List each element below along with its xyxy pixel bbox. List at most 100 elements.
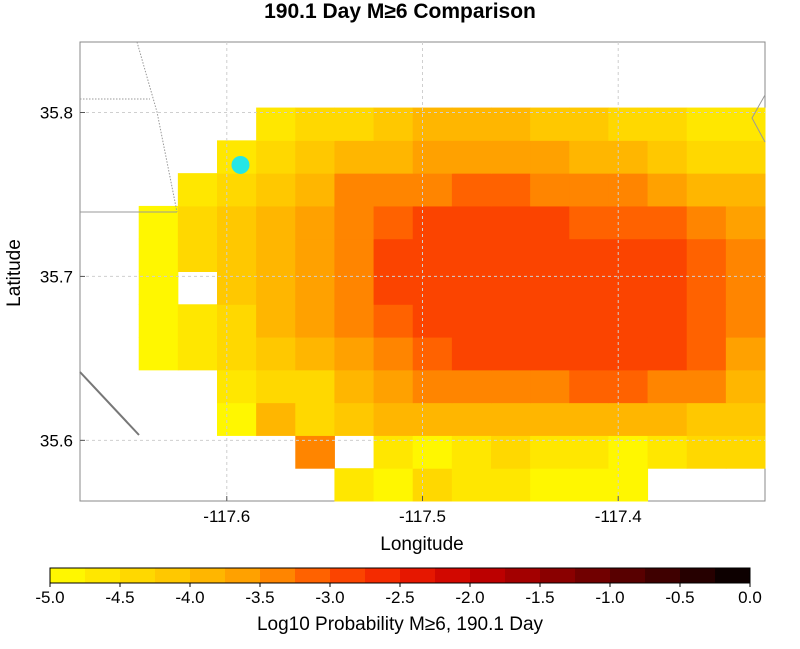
y-tick-label: 35.7 [40, 267, 73, 286]
colorbar-segment [190, 568, 226, 583]
heatmap-cell [412, 271, 453, 305]
boundary-line-1 [136, 41, 178, 213]
heatmap-cell [569, 271, 609, 305]
heatmap-cell [334, 238, 375, 272]
heatmap-cell [569, 238, 609, 272]
heatmap-cell [451, 435, 492, 469]
heatmap-cell [647, 304, 688, 338]
heatmap-cell [608, 140, 649, 174]
heatmap-cell [491, 238, 531, 272]
heatmap-cell [334, 304, 375, 338]
epicenter-marker [231, 155, 250, 174]
heatmap-cell [412, 337, 453, 371]
colorbar-segment [120, 568, 156, 583]
gridlines [80, 42, 765, 501]
y-tick-label: 35.8 [40, 103, 73, 122]
heatmap-cell [256, 337, 296, 371]
heatmap-cell [686, 337, 727, 371]
heatmap-cell [412, 468, 453, 502]
heatmap-cell [177, 205, 218, 240]
colorbar-segment [295, 568, 331, 583]
x-tick-label: -117.6 [203, 507, 250, 526]
heatmap-cell [256, 402, 296, 436]
heatmap-cell [295, 173, 335, 207]
heatmap-cell [647, 205, 688, 240]
heatmap-cell [530, 369, 570, 404]
heatmap-cell [725, 238, 766, 272]
plot-area [79, 41, 766, 502]
heatmap-cell [412, 304, 453, 338]
heatmap-cell [530, 271, 570, 305]
heatmap-cell [647, 271, 688, 305]
colorbar-tick-label: -0.5 [665, 588, 694, 607]
heatmap-cell [686, 271, 727, 305]
heatmap-cell [373, 140, 414, 174]
heatmap-cell [412, 238, 453, 272]
heatmap-cell [451, 369, 492, 404]
heatmap-cell [334, 369, 375, 404]
heatmap-cell [569, 304, 609, 338]
heatmap-cell [725, 402, 766, 436]
heatmap-cell [412, 173, 453, 207]
heatmap-cell [530, 238, 570, 272]
heatmap-cell [412, 369, 453, 404]
heatmap-cell [530, 337, 570, 371]
heatmap-cell [217, 173, 257, 207]
colorbar-segment [365, 568, 401, 583]
heatmap-cell [217, 402, 257, 436]
chart-title: 190.1 Day M≥6 Comparison [264, 0, 536, 23]
heatmap-cell [451, 304, 492, 338]
heatmap-cell [608, 337, 649, 371]
heatmap-cell [725, 271, 766, 305]
heatmap-cell [491, 107, 531, 141]
colorbar-segment [155, 568, 191, 583]
fault-lines [79, 41, 766, 436]
heatmap-cell [530, 107, 570, 141]
colorbar-tick-label: -1.0 [595, 588, 624, 607]
x-axis-ticks: -117.6 -117.5 -117.4 [203, 496, 642, 526]
heatmap-cell [256, 304, 296, 338]
heatmap-cell [491, 435, 531, 469]
heatmap-cell [569, 369, 609, 404]
heatmap-cell [334, 337, 375, 371]
heatmap-cell [373, 468, 414, 502]
heatmap-cell [608, 369, 649, 404]
heatmap-cell [491, 304, 531, 338]
colorbar-segment [680, 568, 716, 583]
heatmap-cell [686, 238, 727, 272]
heatmap-cell [334, 271, 375, 305]
heatmap-cell [491, 402, 531, 436]
heatmap-cell [530, 205, 570, 240]
heatmap-cell [530, 140, 570, 174]
heatmap-cell [686, 205, 727, 240]
heatmap-cell [451, 337, 492, 371]
heatmap-cell [608, 402, 649, 436]
heatmap-cell [608, 173, 649, 207]
heatmap-cell [217, 205, 257, 240]
heatmap-cell [569, 173, 609, 207]
heatmap-cell [530, 304, 570, 338]
heatmap-cell [491, 468, 531, 502]
heatmap-cell [412, 402, 453, 436]
boundary-line-4 [751, 94, 766, 143]
heatmap-cell [530, 468, 570, 502]
colorbar-segment [610, 568, 646, 583]
y-tick-label: 35.6 [40, 431, 73, 450]
y-axis-label: Latitude [4, 239, 25, 307]
heatmap-cell [412, 435, 453, 469]
heatmap-cell [686, 304, 727, 338]
heatmap-cell [256, 140, 296, 174]
heatmap-cell [217, 369, 257, 404]
heatmap-cell [256, 205, 296, 240]
colorbar-segment [330, 568, 366, 583]
colorbar-tick-label: -4.0 [175, 588, 204, 607]
heatmap-cell [569, 205, 609, 240]
heatmap-cell [725, 140, 766, 174]
heatmap-cell [295, 205, 335, 240]
heatmap-cell [451, 107, 492, 141]
heatmap-cell [686, 140, 727, 174]
colorbar-segment [50, 568, 86, 583]
heatmap-cell [295, 369, 335, 404]
heatmap-cell [569, 107, 609, 141]
